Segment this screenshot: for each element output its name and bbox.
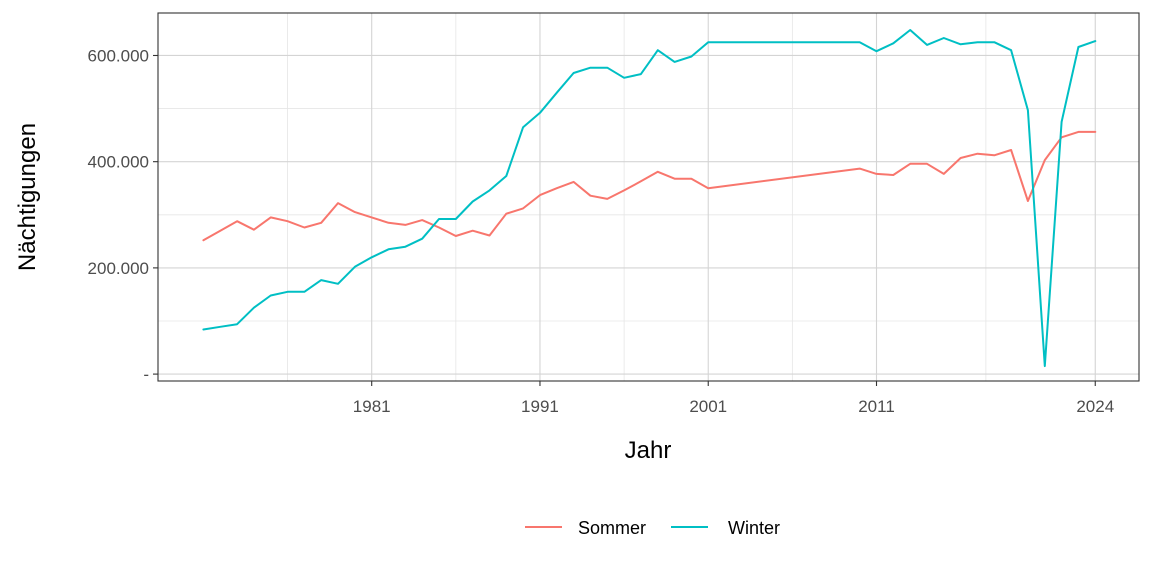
y-axis-title: Nächtigungen [14, 123, 41, 271]
x-tick-label: 2001 [689, 397, 727, 416]
y-axis: - 200.000 400.000 600.000 [88, 46, 158, 384]
y-tick-label: 200.000 [88, 259, 149, 278]
grid-major [158, 13, 1139, 381]
series-line-sommer [202, 130, 1097, 242]
y-tick-label: 400.000 [88, 153, 149, 172]
y-tick-label: 600.000 [88, 46, 149, 65]
x-axis-title: Jahr [625, 437, 672, 464]
y-tick-label: - [143, 365, 149, 384]
legend-label-winter: Winter [728, 518, 780, 538]
series-line-winter [202, 29, 1097, 368]
grid-minor [158, 13, 1139, 381]
plot-panel-border [157, 12, 1140, 382]
x-tick-label: 1991 [521, 397, 559, 416]
x-tick-label: 1981 [353, 397, 391, 416]
x-axis: 1981 1991 2001 2011 2024 [353, 381, 1114, 416]
series-lines [202, 29, 1097, 368]
legend: Sommer Winter [525, 518, 780, 538]
x-tick-label: 2011 [858, 397, 895, 416]
x-tick-label: 2024 [1076, 397, 1114, 416]
legend-label-sommer: Sommer [578, 518, 646, 538]
